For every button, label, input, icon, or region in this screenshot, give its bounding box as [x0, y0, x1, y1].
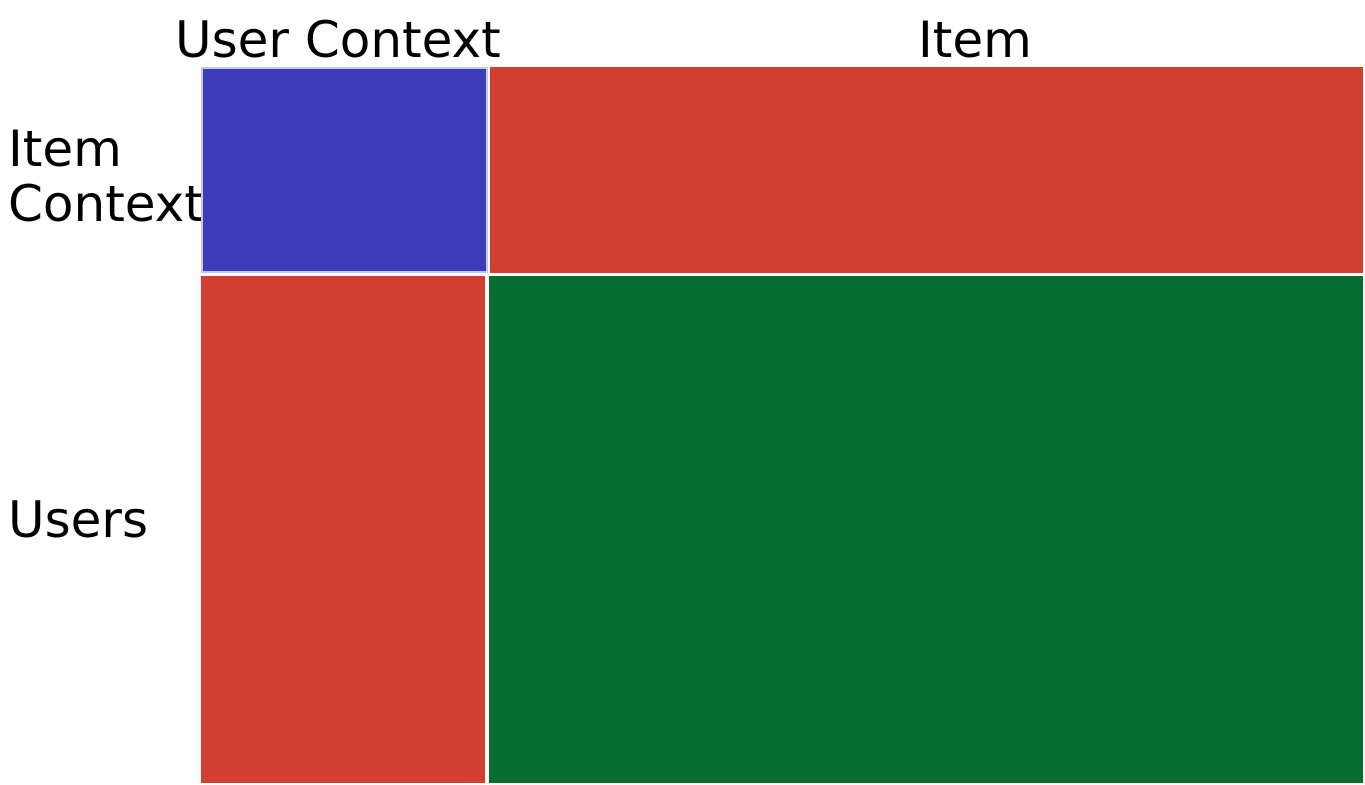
column-label-user-context: User Context: [175, 11, 501, 69]
row-label-users: Users: [8, 491, 149, 549]
block-user-context-item-context: [201, 67, 488, 273]
block-users-item: [489, 276, 1363, 783]
row-label-item-context-line2: Context: [8, 175, 204, 233]
block-item-context-item: [490, 67, 1363, 273]
column-label-item: Item: [918, 11, 1032, 69]
block-users-user-context: [201, 276, 485, 783]
row-label-item-context-line1: Item: [8, 120, 122, 178]
